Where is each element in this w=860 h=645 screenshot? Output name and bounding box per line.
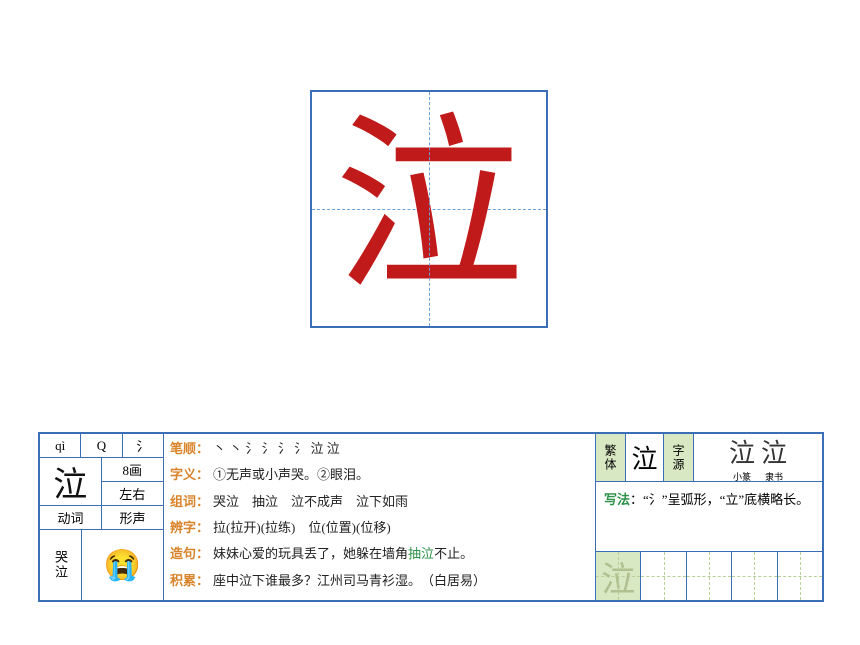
initial-cell: Q (81, 434, 122, 457)
words-text: 哭泣 抽泣 泣不成声 泣下如雨 (213, 491, 408, 510)
stroke-order-line: 笔顺 丶 丶 氵 氵 氵 氵 泣 泣 (170, 438, 589, 464)
pos-cell: 动词 (40, 506, 102, 529)
pos-row: 动词 形声 (40, 506, 163, 530)
similar-text: 拉(拉开)(拉练) 位(位置)(位移) (213, 517, 391, 536)
left-column: qì Q 氵 泣 8画 左右 动词 形声 哭泣 😭 (40, 434, 164, 600)
practice-cell-2 (641, 552, 686, 600)
seal-label: 小篆 (733, 470, 751, 483)
pinyin-row: qì Q 氵 (40, 434, 163, 458)
practice-cell-4 (732, 552, 777, 600)
quote-label: 积累 (170, 570, 209, 589)
practice-row: 泣 (596, 552, 822, 600)
etymology-label: 字源 (664, 434, 694, 481)
char-meta-row: 泣 8画 左右 (40, 458, 163, 506)
main-character: 泣 (312, 92, 546, 326)
middle-column: 笔顺 丶 丶 氵 氵 氵 氵 泣 泣 字义 ①无声或小声哭。②眼泪。 组词 哭泣… (164, 434, 596, 600)
clerical-glyph: 泣 (761, 433, 787, 470)
practice-cell-1: 泣 (596, 552, 641, 600)
quote-line: 积累 座中泣下谁最多？江州司马青衫湿。 （白居易） (170, 570, 589, 596)
words-label: 组词 (170, 491, 209, 510)
sentence-highlight: 抽泣 (408, 546, 434, 561)
writing-method: 写法：“氵”呈弧形，“立”底横略长。 (596, 482, 822, 552)
word-image-row: 哭泣 😭 (40, 530, 163, 600)
right-column: 繁体 泣 字源 泣 泣 小篆 隶书 写法：“氵”呈弧形，“立”底横略长。 泣 (596, 434, 822, 600)
practice-cell-5 (778, 552, 822, 600)
char-meta-right: 8画 左右 (102, 458, 164, 505)
quote-text: 座中泣下谁最多？江州司马青衫湿。 （白居易） (213, 570, 486, 589)
right-top-row: 繁体 泣 字源 泣 泣 小篆 隶书 (596, 434, 822, 482)
radical-cell: 氵 (123, 434, 163, 457)
stroke-order-text: 丶 丶 氵 氵 氵 氵 泣 泣 (213, 438, 340, 457)
stroke-order-label: 笔顺 (170, 438, 209, 457)
pinyin-cell: qì (40, 434, 81, 457)
main-character-grid: 泣 (310, 90, 548, 328)
left-character: 泣 (40, 458, 102, 505)
practice-char: 泣 (596, 552, 640, 600)
similar-line: 辨字 拉(拉开)(拉练) 位(位置)(位移) (170, 517, 589, 543)
method-cell: 形声 (102, 506, 163, 529)
sentence-post: 不止。 (434, 546, 473, 561)
words-line: 组词 哭泣 抽泣 泣不成声 泣下如雨 (170, 491, 589, 517)
stroke-count: 8画 (102, 458, 164, 482)
similar-label: 辨字 (170, 517, 209, 536)
seal-glyph: 泣 (729, 433, 755, 470)
sentence-line: 造句 妹妹心爱的玩具丢了，她躲在墙角抽泣不止。 (170, 543, 589, 569)
meaning-label: 字义 (170, 464, 209, 483)
sentence-pre: 妹妹心爱的玩具丢了，她躲在墙角 (213, 546, 408, 561)
practice-cell-3 (687, 552, 732, 600)
info-panel: qì Q 氵 泣 8画 左右 动词 形声 哭泣 😭 笔顺 丶 丶 氵 氵 氵 氵… (38, 432, 824, 602)
meaning-line: 字义 ①无声或小声哭。②眼泪。 (170, 464, 589, 490)
traditional-char: 泣 (626, 434, 664, 481)
example-word: 哭泣 (40, 530, 82, 600)
traditional-label: 繁体 (596, 434, 626, 481)
sentence-label: 造句 (170, 543, 209, 562)
etymology-glyphs: 泣 泣 小篆 隶书 (694, 434, 822, 481)
writing-label: 写法 (604, 492, 630, 507)
crying-icon: 😭 (82, 530, 163, 600)
sentence-text: 妹妹心爱的玩具丢了，她躲在墙角抽泣不止。 (213, 543, 473, 562)
clerical-label: 隶书 (765, 470, 783, 483)
structure-cell: 左右 (102, 482, 164, 505)
meaning-text: ①无声或小声哭。②眼泪。 (213, 464, 369, 483)
writing-text: “氵”呈弧形，“立”底横略长。 (643, 492, 809, 507)
